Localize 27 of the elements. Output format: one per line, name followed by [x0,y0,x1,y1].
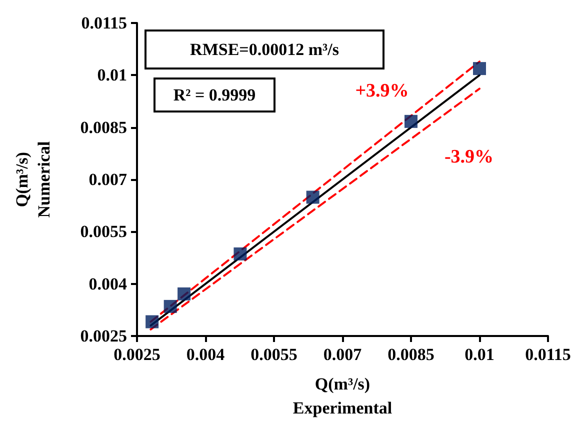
point [146,315,159,328]
x-tick-label: 0.0085 [388,345,434,364]
annotation: RMSE=0.00012 m³/s [190,40,340,59]
x-tick-label: 0.01 [464,345,494,364]
y-tick-label: 0.0055 [80,222,127,242]
point [164,300,177,313]
x-tick-label: 0.0115 [525,345,571,364]
point [234,247,247,260]
y-axis-title: Q(m³/s) Numerical [12,140,54,218]
annotation: R² = 0.9999 [173,86,256,104]
x-axis-title: Q(m³/s) Experimental [292,374,392,418]
y-tick-label: 0.0025 [80,326,127,346]
annotation: +3.9% [355,80,409,102]
x-tick-label: 0.0025 [114,345,160,364]
x-tick-label: 0.0055 [250,345,298,364]
y-tick-label: 0.004 [88,274,128,294]
point [404,114,418,128]
y-tick-label: 0.0115 [81,14,127,32]
point [178,287,191,300]
x-tick-label: 0.004 [186,345,226,364]
point [306,190,320,204]
y-tick-label: 0.007 [88,170,128,189]
x-tick-label: 0.007 [323,345,362,364]
y-tick-label: 0.01 [97,66,127,85]
point [473,62,486,76]
y-tick-label: 0.0085 [80,118,127,137]
annotation: -3.9% [444,146,494,168]
